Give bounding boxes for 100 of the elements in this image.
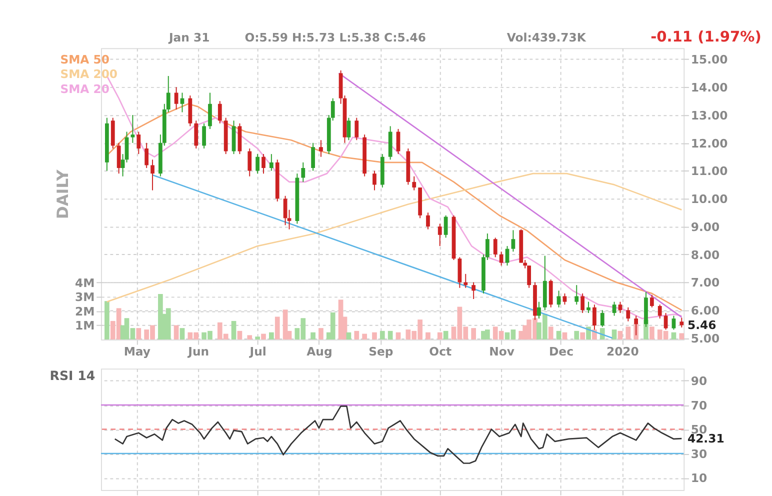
bar [426, 332, 430, 340]
y2-tick-label: 1M [74, 318, 95, 333]
x-tick-label: Dec [549, 344, 574, 358]
candlestick [680, 317, 684, 328]
candlestick [444, 214, 448, 238]
line-series [106, 172, 682, 302]
candlestick [672, 315, 676, 330]
x-tick-label: Sep [368, 344, 394, 358]
x-tick-label: Oct [429, 344, 452, 358]
bar [104, 301, 110, 340]
x-tick-label: Jun [187, 344, 210, 358]
y2-tick-label: 4M [74, 276, 95, 290]
candlestick [664, 312, 668, 330]
text: SMA 50 [60, 52, 110, 67]
bar [443, 330, 448, 340]
candlestick [346, 117, 351, 141]
text: SMA 200 [60, 67, 118, 82]
y-tick-label: 10.00 [690, 192, 728, 206]
bar [372, 332, 377, 340]
candlestick [116, 142, 121, 174]
x-tick-label: Jul [248, 344, 266, 358]
candlestick [580, 292, 585, 314]
bar [649, 326, 654, 340]
candlestick [174, 86, 178, 110]
candlestick [464, 273, 468, 288]
bar [231, 320, 236, 340]
candlestick [354, 117, 359, 141]
candlestick [283, 195, 288, 226]
candlestick [548, 279, 553, 308]
candlestick [562, 292, 567, 306]
y-tick-label: 70 [690, 398, 708, 412]
x-tick-label: Nov [489, 344, 515, 358]
bar [562, 332, 568, 340]
bar [671, 332, 676, 340]
bar [437, 332, 442, 340]
bar [354, 330, 360, 340]
y-tick-label: 13.00 [690, 108, 728, 122]
bar [556, 330, 562, 340]
candlestick [396, 128, 400, 155]
y2-tick-label: 2M [74, 304, 95, 318]
candlestick [130, 114, 135, 144]
candlestick [472, 282, 476, 300]
y-tick-label: 90 [690, 374, 708, 388]
candlestick [626, 306, 630, 322]
bar [679, 333, 684, 340]
bar [255, 336, 260, 340]
bar [626, 326, 631, 340]
bar [330, 312, 336, 340]
candlestick [574, 284, 579, 306]
candlestick [458, 256, 462, 288]
annotation: 5.46 [687, 318, 716, 332]
bar [612, 329, 617, 340]
bar [396, 332, 401, 340]
text: O:5.59 H:5.73 L:5.38 C:5.46 [244, 30, 426, 44]
candlestick [556, 290, 561, 308]
y-tick-label: 8.00 [690, 248, 720, 262]
bar [237, 330, 242, 340]
candlestick [650, 294, 654, 308]
line-series [114, 406, 682, 464]
bar [362, 334, 367, 340]
candlestick [208, 92, 212, 130]
bar [274, 316, 280, 340]
y2-tick-label: 3M [74, 290, 95, 304]
bar [380, 330, 385, 340]
y-tick-label: 6.00 [690, 304, 720, 318]
y-tick-label: 11.00 [690, 164, 728, 178]
candlestick [511, 230, 516, 252]
candlestick [269, 154, 274, 172]
candlestick [202, 122, 206, 149]
candlestick [537, 301, 541, 320]
y-tick-label: 5.00 [690, 331, 720, 346]
bar [166, 308, 171, 340]
candlestick [136, 131, 141, 155]
candlestick [248, 148, 252, 177]
candlestick [426, 212, 430, 230]
candlestick [612, 301, 616, 316]
candlestick [438, 223, 442, 247]
bar [180, 328, 185, 340]
x-tick-label: May [124, 344, 151, 358]
bar [282, 310, 288, 340]
bar [174, 325, 179, 340]
bar [485, 329, 490, 340]
bar [574, 330, 580, 340]
bar [580, 332, 585, 340]
candlestick [658, 304, 662, 320]
bar [310, 332, 316, 340]
bar [268, 332, 274, 340]
bar [247, 335, 252, 340]
series-label: SMA 20 [60, 82, 110, 96]
x-tick-label: 2020 [606, 344, 639, 358]
candlestick [311, 142, 315, 172]
bar [136, 328, 142, 340]
candlestick [586, 301, 590, 314]
chart-title: RSI 14 [50, 368, 96, 384]
y2-axis-title: DAILY [54, 168, 72, 219]
y-tick-label: 7.00 [690, 276, 720, 290]
bar [346, 332, 352, 340]
candlestick [499, 251, 504, 266]
candlestick [144, 142, 149, 168]
y-tick-label: 12.00 [690, 136, 728, 150]
